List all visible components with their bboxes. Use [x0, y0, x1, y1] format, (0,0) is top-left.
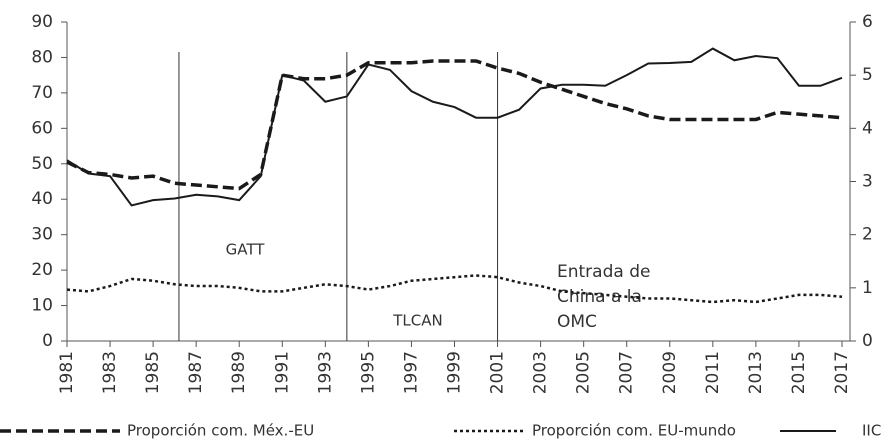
- event-label: China a la: [557, 287, 642, 307]
- y-tick-label: 0: [42, 331, 53, 351]
- legend-label: IIC: [862, 422, 881, 440]
- series-line: [66, 59, 843, 191]
- y-tick-label: 60: [31, 118, 53, 138]
- x-tick-label: 1983: [100, 351, 120, 394]
- x-tick-label: 2003: [531, 351, 551, 394]
- x-tick-label: 2015: [789, 351, 809, 394]
- y2-tick-label: 1: [862, 278, 873, 298]
- x-tick-label: 2009: [660, 351, 680, 394]
- x-tick-label: 2011: [703, 351, 723, 394]
- legend-label: Proporción com. EU-mundo: [532, 422, 736, 440]
- x-tick-label: 2001: [488, 351, 508, 394]
- y-tick-label: 10: [31, 296, 53, 316]
- y2-tick-label: 3: [862, 172, 873, 192]
- x-tick-label: 1997: [401, 351, 421, 394]
- y2-tick-label: 6: [862, 12, 873, 32]
- x-tick-label: 1991: [272, 351, 292, 394]
- y-tick-label: 40: [31, 189, 53, 209]
- y-tick-label: 70: [31, 83, 53, 103]
- x-tick-label: 1989: [229, 351, 249, 394]
- x-tick-label: 1993: [315, 351, 335, 394]
- y-tick-label: 80: [31, 47, 53, 67]
- y-tick-label: 20: [31, 260, 53, 280]
- series-line: [66, 274, 843, 304]
- x-tick-label: 2005: [574, 351, 594, 394]
- y2-tick-label: 5: [862, 65, 873, 85]
- event-label: GATT: [226, 241, 266, 259]
- legend-label: Proporción com. Méx.-EU: [127, 422, 314, 440]
- x-tick-label: 2017: [832, 351, 852, 394]
- x-tick-label: 1995: [358, 351, 378, 394]
- y-tick-label: 30: [31, 225, 53, 245]
- y-tick-label: 50: [31, 154, 53, 174]
- y2-tick-label: 0: [862, 331, 873, 351]
- event-label: TLCAN: [392, 312, 442, 330]
- x-tick-label: 2013: [746, 351, 766, 394]
- x-tick-label: 1985: [143, 351, 163, 394]
- x-tick-label: 2007: [617, 351, 637, 394]
- x-tick-label: 1981: [57, 351, 77, 394]
- event-label: Entrada de: [557, 262, 650, 282]
- series-line: [66, 47, 843, 207]
- event-label: OMC: [557, 312, 597, 332]
- y-tick-label: 90: [31, 12, 53, 32]
- y2-tick-label: 2: [862, 225, 873, 245]
- y2-tick-label: 4: [862, 118, 873, 138]
- x-tick-label: 1999: [445, 351, 465, 394]
- x-tick-label: 1987: [186, 351, 206, 394]
